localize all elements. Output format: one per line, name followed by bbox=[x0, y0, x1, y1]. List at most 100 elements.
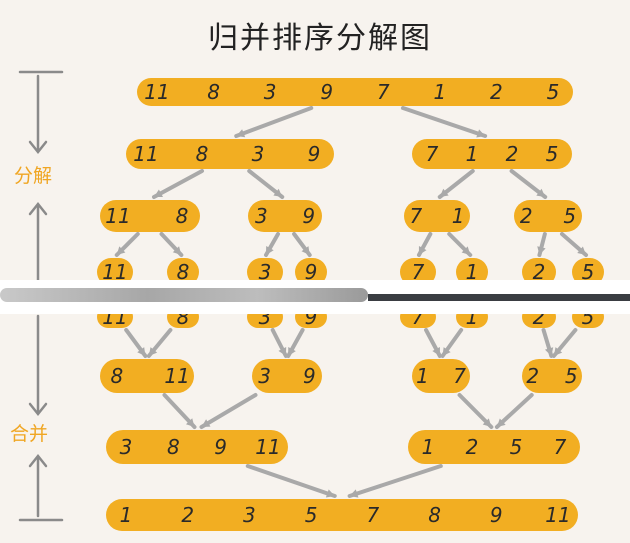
node-value: 5 bbox=[510, 435, 523, 459]
node-value: 9 bbox=[214, 435, 227, 459]
arrow-head bbox=[536, 188, 546, 197]
arrow-head bbox=[154, 189, 163, 198]
arrow-shaft bbox=[347, 464, 443, 498]
node-pill bbox=[412, 359, 470, 393]
split-down-arrowhead bbox=[28, 140, 48, 155]
flow-arrow bbox=[159, 232, 184, 257]
arrow-head bbox=[325, 489, 335, 498]
flow-arrow bbox=[560, 232, 588, 257]
arrow-head bbox=[288, 347, 296, 356]
arrow-head bbox=[537, 246, 546, 255]
node-value: 3 bbox=[264, 80, 277, 104]
node-pill bbox=[572, 258, 604, 286]
array-node: 8 bbox=[167, 258, 199, 286]
node-pill bbox=[106, 430, 288, 464]
node-value: 2 bbox=[490, 80, 503, 104]
array-node: 3 bbox=[247, 258, 283, 286]
node-pill bbox=[106, 499, 578, 531]
arrow-shaft bbox=[152, 169, 204, 199]
node-value: 11 bbox=[133, 142, 158, 166]
arrow-head bbox=[553, 347, 563, 356]
flow-arrow bbox=[270, 328, 288, 358]
node-value: 7 bbox=[410, 204, 423, 228]
node-value: 8 bbox=[167, 435, 180, 459]
flow-arrow bbox=[447, 232, 473, 257]
node-pill bbox=[400, 258, 436, 286]
node-value: 9 bbox=[305, 260, 318, 284]
arrow-shaft bbox=[400, 106, 488, 138]
arrow-shaft bbox=[199, 393, 258, 429]
node-value: 5 bbox=[582, 260, 595, 284]
split-up-arrowhead bbox=[28, 201, 48, 216]
flow-arrow bbox=[199, 393, 258, 429]
arrow-head bbox=[439, 188, 449, 197]
flow-arrow bbox=[551, 328, 578, 358]
arrow-head bbox=[461, 246, 471, 255]
flow-arrow bbox=[440, 328, 464, 358]
array-node: 7 bbox=[400, 258, 436, 286]
flow-arrow bbox=[234, 106, 314, 138]
node-value: 11 bbox=[255, 435, 280, 459]
flow-arrow bbox=[114, 232, 140, 257]
array-node: 1 2 3 5 7 8 9 11 bbox=[106, 499, 578, 531]
node-value: 3 bbox=[255, 204, 268, 228]
flow-arrow bbox=[541, 328, 554, 358]
arrow-head bbox=[172, 246, 182, 255]
node-value: 5 bbox=[546, 142, 559, 166]
node-value: 8 bbox=[176, 204, 189, 228]
arrow-head bbox=[442, 347, 451, 356]
node-value: 1 bbox=[433, 80, 446, 104]
array-node: 7 1 2 5 bbox=[412, 139, 572, 169]
node-value: 8 bbox=[428, 503, 441, 527]
arrow-shaft bbox=[245, 464, 337, 498]
node-pill bbox=[295, 258, 327, 286]
arrow-head bbox=[137, 347, 146, 356]
node-value: 5 bbox=[563, 204, 576, 228]
arrow-head bbox=[266, 246, 274, 255]
node-value: 9 bbox=[303, 364, 316, 388]
flow-arrow bbox=[437, 169, 475, 199]
node-value: 9 bbox=[490, 503, 503, 527]
node-pill bbox=[167, 258, 199, 286]
array-node: 8 11 bbox=[100, 359, 194, 393]
node-pill bbox=[408, 430, 580, 464]
diagram-title: 归并排序分解图 bbox=[208, 21, 432, 56]
arrow-layer bbox=[114, 106, 588, 498]
array-node: 2 bbox=[522, 258, 556, 286]
flow-arrow bbox=[416, 232, 433, 257]
node-pill bbox=[97, 258, 133, 286]
node-value: 2 bbox=[526, 364, 539, 388]
arrow-head bbox=[148, 347, 158, 356]
node-value: 5 bbox=[565, 364, 578, 388]
arrow-head bbox=[432, 347, 440, 356]
node-pill bbox=[252, 359, 322, 393]
array-node: 1 bbox=[456, 258, 488, 286]
node-value: 1 bbox=[422, 435, 435, 459]
node-value: 2 bbox=[181, 503, 194, 527]
node-value: 9 bbox=[308, 142, 321, 166]
arrow-head bbox=[482, 418, 492, 427]
node-value: 9 bbox=[320, 80, 333, 104]
node-pill bbox=[522, 359, 582, 393]
flow-arrow bbox=[247, 169, 285, 199]
node-value: 5 bbox=[305, 503, 318, 527]
array-node: 1 2 5 7 bbox=[408, 430, 580, 464]
node-value: 8 bbox=[207, 80, 220, 104]
arrow-head bbox=[201, 419, 211, 427]
node-value: 3 bbox=[258, 364, 271, 388]
flow-arrow bbox=[400, 106, 488, 138]
node-value: 7 bbox=[453, 364, 466, 388]
flow-arrow bbox=[292, 232, 312, 257]
node-value: 1 bbox=[416, 364, 429, 388]
node-value: 7 bbox=[426, 142, 439, 166]
array-node: 11 8 3 9 bbox=[126, 139, 334, 169]
arrow-head bbox=[278, 347, 287, 356]
flow-arrow bbox=[152, 169, 204, 199]
node-value: 5 bbox=[547, 80, 560, 104]
node-value: 3 bbox=[252, 142, 265, 166]
array-node: 9 bbox=[295, 258, 327, 286]
node-pill bbox=[522, 258, 556, 286]
arrow-head bbox=[273, 188, 283, 197]
